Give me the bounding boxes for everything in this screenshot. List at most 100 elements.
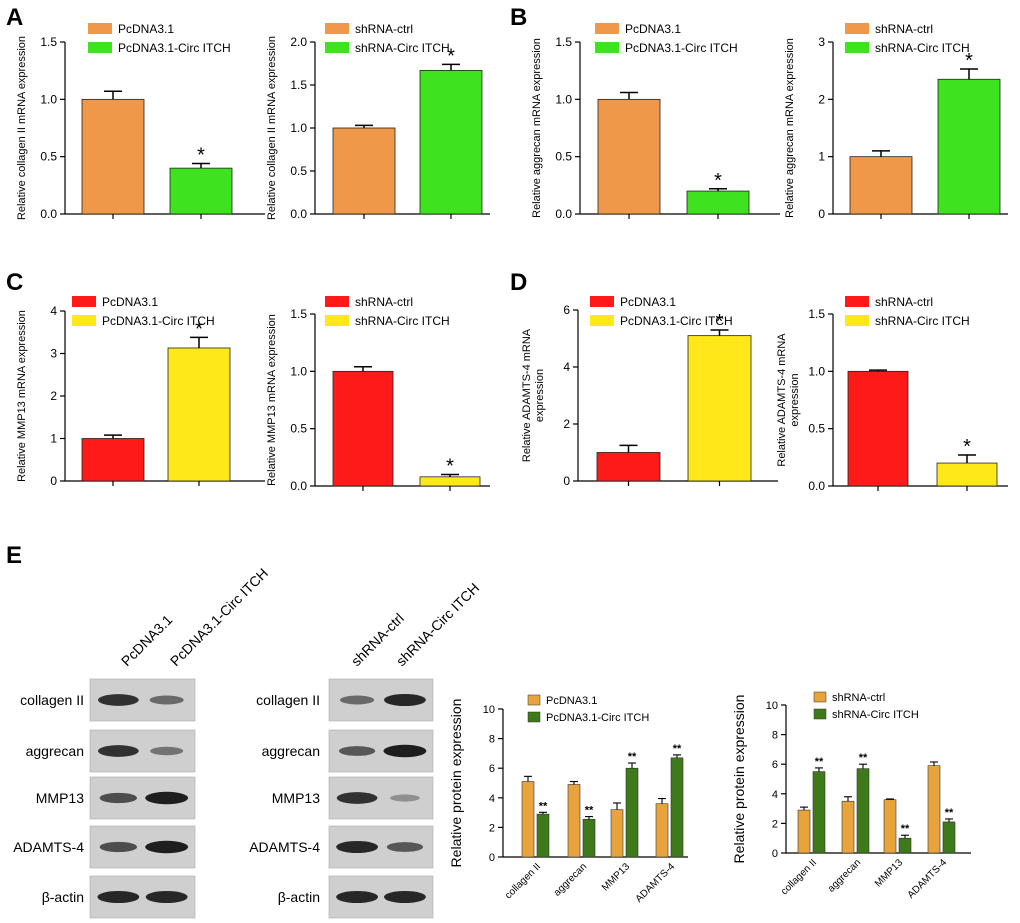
d1-y-tick-label: 6 xyxy=(563,303,570,317)
blot-left-band xyxy=(149,695,184,705)
d2-legend-label: shRNA-Circ ITCH xyxy=(875,314,970,328)
c2-legend-label: shRNA-Circ ITCH xyxy=(355,314,450,328)
c1-y-tick-label: 0 xyxy=(50,474,57,488)
a2-y-tick-label: 1.0 xyxy=(290,121,307,135)
e2-legend-label: shRNA-Circ ITCH xyxy=(832,709,919,721)
d1-y-tick-label: 2 xyxy=(563,417,570,431)
panel-labels: A B C D E xyxy=(6,4,527,569)
d2-legend-label: shRNA-ctrl xyxy=(875,295,933,309)
e2-bar xyxy=(927,765,941,854)
e1-bar xyxy=(536,813,550,858)
a2-legend-label: shRNA-ctrl xyxy=(355,22,413,36)
b2-y-tick-label: 0 xyxy=(818,207,825,221)
c2-y-tick-label: 0.0 xyxy=(290,479,307,493)
d2-y-axis-label: expression xyxy=(789,373,801,426)
a2-legend-label: shRNA-Circ ITCH xyxy=(355,41,450,55)
e1-significance-mark: ** xyxy=(673,743,682,755)
a1-legend-label: PcDNA3.1-Circ ITCH xyxy=(118,41,231,55)
a2-bar xyxy=(332,127,396,215)
c2-y-tick-label: 1.0 xyxy=(290,364,307,378)
a2-y-tick-label: 0.0 xyxy=(290,207,307,221)
blot-right-row-label: MMP13 xyxy=(272,790,320,806)
blot-right-lane-label: shRNA-Circ ITCH xyxy=(393,580,482,669)
d1-legend-label: PcDNA3.1 xyxy=(620,295,676,309)
e2-x-tick-label: collagen II xyxy=(779,857,819,897)
c2-significance-mark: * xyxy=(446,456,454,478)
a1-legend-label: PcDNA3.1 xyxy=(118,22,174,36)
e1-bar xyxy=(582,818,596,858)
d2-significance-mark: * xyxy=(963,436,971,458)
b2-y-tick-label: 2 xyxy=(818,92,825,106)
chart-e2: 0 2 4 6 8 10 Relative protein expression ** coll… xyxy=(731,691,971,901)
e1-significance-mark: ** xyxy=(585,805,594,817)
e2-y-tick-label: 4 xyxy=(772,789,778,801)
a2-legend-swatch xyxy=(325,42,349,53)
a1-bar xyxy=(169,167,233,215)
e2-legend-swatch xyxy=(813,708,827,720)
blot-left-row-label: collagen II xyxy=(20,692,84,708)
blot-left-band xyxy=(145,890,188,904)
e1-x-tick-label: aggrecan xyxy=(552,861,589,898)
c1-y-axis-label: Relative MMP13 mRNA expression xyxy=(16,310,28,482)
d2-y-tick-label: 0.0 xyxy=(808,479,825,493)
b1-y-tick-label: 0.0 xyxy=(555,207,572,221)
blot-left-band xyxy=(97,890,140,904)
blot-left-row-label: β-actin xyxy=(42,889,84,905)
e1-bar xyxy=(670,757,684,858)
a2-y-tick-label: 2.0 xyxy=(290,35,307,49)
b1-legend-swatch xyxy=(595,42,619,53)
chart-e1: 0 2 4 6 8 10 Relative protein expression ** coll… xyxy=(448,694,688,905)
e1-y-axis-label: Relative protein expression xyxy=(448,699,464,868)
e1-bar xyxy=(521,781,535,858)
c2-y-tick-label: 0.5 xyxy=(290,422,307,436)
e1-y-tick-label: 8 xyxy=(489,734,495,746)
c1-bar xyxy=(167,347,231,482)
blot-right-row-label: ADAMTS-4 xyxy=(249,839,320,855)
a1-legend-swatch xyxy=(88,23,112,34)
c1-legend-label: PcDNA3.1 xyxy=(102,295,158,309)
e1-legend-swatch xyxy=(527,711,541,723)
b1-y-tick-label: 0.5 xyxy=(555,150,572,164)
d2-bar xyxy=(936,462,998,487)
b2-significance-mark: * xyxy=(965,50,973,72)
blot-left-band xyxy=(145,791,189,805)
c1-y-tick-label: 4 xyxy=(50,304,57,318)
c2-y-axis-label: Relative MMP13 mRNA expression xyxy=(266,314,278,486)
b1-y-axis-label: Relative aggrecan mRNA expression xyxy=(531,38,543,218)
e2-y-tick-label: 0 xyxy=(772,848,778,860)
b2-bar xyxy=(849,156,913,215)
e2-y-tick-label: 8 xyxy=(772,730,778,742)
chart-a1: 0.0 0.5 1.0 1.5 Relative collagen II mRNA ex… xyxy=(16,22,265,221)
e1-legend-swatch xyxy=(527,694,541,706)
blot-right-band xyxy=(390,794,420,802)
blot-right-band xyxy=(384,693,426,707)
c2-legend-swatch xyxy=(325,296,349,307)
e2-y-tick-label: 6 xyxy=(772,759,778,771)
e2-significance-mark: ** xyxy=(901,823,910,835)
a2-y-tick-label: 0.5 xyxy=(290,164,307,178)
blot-left-band xyxy=(98,745,139,757)
e2-x-tick-label: ADAMTS-4 xyxy=(906,857,950,901)
blot-left-row-label: ADAMTS-4 xyxy=(13,839,84,855)
d1-legend-swatch xyxy=(590,296,614,307)
d2-y-tick-label: 0.5 xyxy=(808,422,825,436)
e1-y-tick-label: 10 xyxy=(483,704,495,716)
d2-y-tick-label: 1.5 xyxy=(808,307,825,321)
d1-bar xyxy=(687,335,752,482)
a1-y-tick-label: 1.0 xyxy=(40,92,57,106)
a1-legend-swatch xyxy=(88,42,112,53)
blot-left-lane-label: PcDNA3.1 xyxy=(118,611,176,669)
d1-y-axis-label: Relative ADAMTS-4 mRNA xyxy=(521,328,533,462)
e2-bar xyxy=(812,771,826,854)
b1-y-tick-label: 1.5 xyxy=(555,35,572,49)
blot-right-band xyxy=(336,840,378,854)
e2-legend-swatch xyxy=(813,691,827,703)
c2-bar xyxy=(332,370,394,487)
e2-bar xyxy=(797,809,811,854)
a2-significance-mark: * xyxy=(447,45,455,67)
b1-significance-mark: * xyxy=(714,170,722,192)
c1-legend-swatch xyxy=(72,315,96,326)
d2-bar xyxy=(847,370,909,487)
